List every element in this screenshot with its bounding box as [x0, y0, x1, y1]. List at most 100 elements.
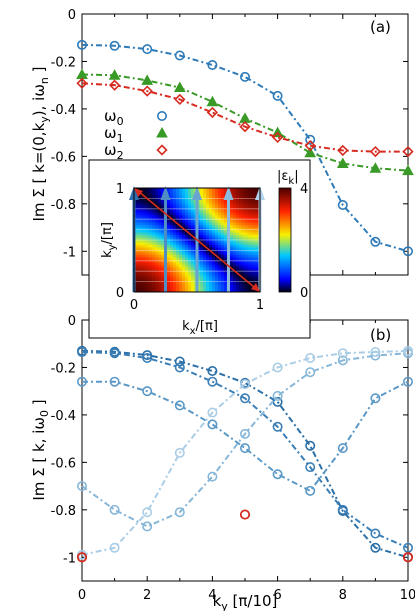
data-point [304, 146, 317, 158]
heatmap-cell [146, 217, 150, 221]
series-line [81, 349, 409, 559]
heatmap-cell [230, 242, 234, 246]
heatmap-cell [248, 269, 252, 273]
heatmap-cell [212, 205, 216, 209]
heatmap-cell [161, 222, 165, 226]
heatmap-cell [185, 244, 189, 248]
heatmap-cell [254, 215, 258, 219]
heatmap-cell [176, 259, 180, 263]
heatmap-cell [134, 242, 138, 246]
heatmap-cell [134, 222, 138, 226]
heatmap-cell [167, 190, 171, 194]
heatmap-cell [191, 249, 195, 253]
heatmap-cell [149, 254, 153, 258]
heatmap-cell [188, 242, 192, 246]
heatmap-cell [248, 190, 252, 194]
data-point [272, 390, 283, 401]
data-point [337, 144, 349, 157]
heatmap-cell [185, 227, 189, 231]
heatmap-cell [245, 240, 249, 243]
heatmap-cell [176, 279, 180, 283]
heatmap-cell [152, 240, 156, 243]
heatmap-cell [224, 207, 228, 211]
heatmap-frame [133, 187, 261, 293]
heatmap-cell [233, 240, 237, 243]
heatmap-cell [245, 254, 249, 258]
heatmap-cell [167, 284, 171, 288]
heatmap-cell [212, 202, 216, 206]
heatmap-cell [242, 252, 246, 256]
heatmap-cell [179, 287, 183, 290]
heatmap-cell [167, 207, 171, 211]
heatmap-cell [149, 249, 153, 253]
heatmap-cell [248, 247, 252, 251]
heatmap-cell [173, 284, 177, 288]
heatmap-cell [152, 267, 156, 271]
heatmap-cell [152, 262, 156, 266]
heatmap-cell [239, 215, 243, 219]
heatmap-cell [176, 252, 180, 256]
heatmap-cell [182, 244, 186, 248]
data-point [402, 542, 413, 553]
heatmap-cell [200, 188, 204, 191]
heatmap-cell [236, 279, 240, 283]
heatmap-cell [191, 264, 195, 268]
heatmap-cell [176, 230, 180, 233]
heatmap-cell [179, 247, 183, 251]
heatmap-cell [146, 232, 150, 236]
heatmap-cell [167, 205, 171, 209]
heatmap-cell [212, 200, 216, 204]
heatmap-cell [251, 225, 255, 229]
heatmap-cell [233, 282, 237, 285]
heatmap-cell [167, 240, 171, 243]
heatmap-cell [200, 264, 204, 268]
heatmap-cell [146, 249, 150, 253]
heatmap-cell [191, 195, 195, 199]
heatmap-cell [167, 274, 171, 278]
heatmap-cell [212, 235, 216, 238]
heatmap-cell [197, 212, 201, 216]
panel-a-ticks: 0-0.2-0.4-0.6-0.8-1 [51, 8, 409, 275]
heatmap-cell [167, 202, 171, 206]
heatmap-cell [185, 195, 189, 199]
heatmap-cell [254, 247, 258, 251]
heatmap-cell [212, 277, 216, 281]
heatmap-cell [185, 274, 189, 278]
heatmap-cell [140, 215, 144, 219]
heatmap-cell [161, 244, 165, 248]
heatmap-cell [200, 287, 204, 290]
heatmap-cell [140, 277, 144, 281]
heatmap-cell [248, 277, 252, 281]
heatmap-cell [230, 264, 234, 268]
heatmap-cell [161, 252, 165, 256]
heatmap-cell [200, 227, 204, 231]
heatmap-cell [143, 237, 147, 241]
heatmap-cell [143, 287, 147, 290]
heatmap-cell [221, 217, 225, 221]
heatmap-cell [161, 242, 165, 246]
colorbar-min: 0 [300, 286, 308, 301]
heatmap-cell [221, 249, 225, 253]
heatmap-cell [242, 200, 246, 204]
heatmap-cell [230, 237, 234, 241]
heatmap-cell [212, 212, 216, 216]
heatmap-cell [152, 284, 156, 288]
heatmap-cell [233, 230, 237, 233]
panel-a-series [76, 39, 414, 257]
heatmap-cell [191, 254, 195, 258]
heatmap-cell [209, 212, 213, 216]
heatmap-cell [152, 274, 156, 278]
heatmap-cell [200, 230, 204, 233]
heatmap-cell [191, 242, 195, 246]
heatmap-cell [248, 235, 252, 238]
heatmap-cell [179, 252, 183, 256]
heatmap-cell [146, 282, 150, 285]
y-tick-label: -1 [63, 245, 76, 260]
heatmap-cell [161, 205, 165, 209]
heatmap-cell [224, 279, 228, 283]
heatmap-cell [200, 225, 204, 229]
heatmap-cell [149, 257, 153, 261]
heatmap-cell [188, 235, 192, 238]
heatmap-cell [224, 240, 228, 243]
heatmap-cell [155, 287, 159, 290]
